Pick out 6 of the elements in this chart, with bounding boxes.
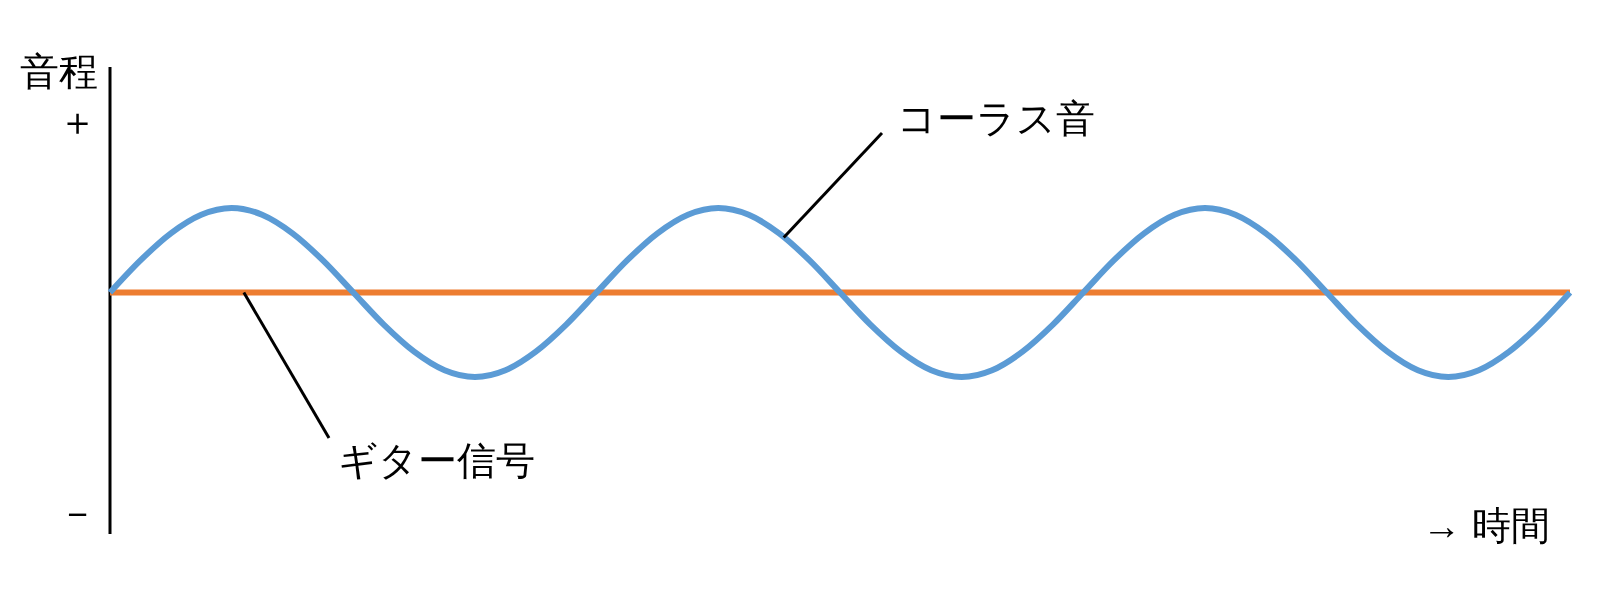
- annotation: －: [57, 490, 97, 534]
- ylabel: 音程: [20, 49, 98, 93]
- series-label: コーラス音: [897, 96, 1095, 140]
- annotation: ＋: [57, 99, 97, 143]
- series-label: ギター信号: [338, 438, 535, 482]
- xlabel: → 時間: [1422, 503, 1550, 547]
